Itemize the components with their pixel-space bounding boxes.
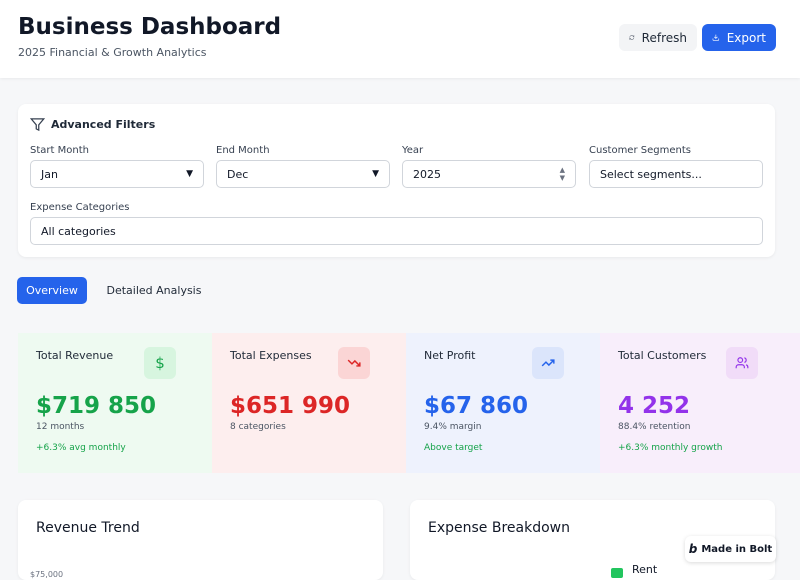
kpi-title: Total Revenue <box>36 349 114 362</box>
field-label: Expense Categories <box>30 202 130 213</box>
legend-swatch <box>611 568 623 578</box>
refresh-button[interactable]: Refresh <box>619 24 697 51</box>
export-label: Export <box>726 30 766 45</box>
select[interactable]: Dec ▼ <box>216 160 390 188</box>
select-value: Dec <box>227 167 249 181</box>
multi-select[interactable]: Select segments... <box>589 160 763 188</box>
export-icon <box>712 34 720 41</box>
kpi-card: Total Customers 4 252 88.4% retention +6… <box>600 333 800 473</box>
number-input[interactable]: 2025 ▲ ▼ <box>402 160 576 188</box>
filter-icon <box>30 118 45 132</box>
refresh-icon <box>629 35 635 40</box>
kpi-detail: 12 months <box>36 422 85 432</box>
kpi-value: $67 860 <box>424 393 529 419</box>
field-label: Year <box>402 145 424 156</box>
kpi-icon <box>726 347 758 379</box>
select-value: Jan <box>41 167 58 181</box>
kpi-value: $651 990 <box>230 393 351 419</box>
kpi-title: Total Customers <box>618 349 707 362</box>
field-label: End Month <box>216 145 270 156</box>
select[interactable]: Jan ▼ <box>30 160 204 188</box>
trend-up-icon <box>541 359 555 367</box>
filter-title: Advanced Filters <box>51 118 156 131</box>
kpi-card: Total Revenue $ $719 850 12 months +6.3%… <box>18 333 212 473</box>
kpi-icon: $ <box>144 347 176 379</box>
select-value: Select segments... <box>600 167 702 181</box>
kpi-value: $719 850 <box>36 393 157 419</box>
kpi-detail: 9.4% margin <box>424 422 482 432</box>
panel-title: Expense Breakdown <box>428 520 570 536</box>
legend-label: Rent <box>632 563 658 576</box>
export-button[interactable]: Export <box>702 24 776 51</box>
trend-down-icon <box>347 359 361 367</box>
kpi-card: Net Profit $67 860 9.4% margin Above tar… <box>406 333 600 473</box>
kpi-icon <box>338 347 370 379</box>
panel: Revenue Trend $75,000 <box>18 500 383 580</box>
tab-active[interactable]: Overview <box>17 277 87 304</box>
badge-label: Made in Bolt <box>701 543 773 555</box>
multi-select[interactable]: All categories <box>30 217 763 245</box>
input-value: 2025 <box>413 167 441 181</box>
select-value: All categories <box>41 224 116 238</box>
kpi-card: Total Expenses $651 990 8 categories <box>212 333 406 473</box>
field-label: Customer Segments <box>589 145 691 156</box>
field-label: Start Month <box>30 145 89 156</box>
kpi-icon <box>532 347 564 379</box>
panel-title: Revenue Trend <box>36 520 140 536</box>
kpi-value: 4 252 <box>618 393 691 419</box>
kpi-detail: 88.4% retention <box>618 422 691 432</box>
kpi-detail: 8 categories <box>230 422 286 432</box>
filter-card: Advanced Filters Start Month Jan ▼ End Mo… <box>18 104 775 257</box>
users-icon <box>735 357 749 369</box>
kpi-note: +6.3% monthly growth <box>618 443 723 453</box>
panel: Expense Breakdown Rent <box>410 500 775 580</box>
kpi-note: Above target <box>424 443 483 453</box>
kpi-title: Total Expenses <box>230 349 312 362</box>
subtitle: 2025 Financial & Growth Analytics <box>18 46 207 59</box>
refresh-label: Refresh <box>641 30 687 45</box>
kpi-note: +6.3% avg monthly <box>36 443 126 453</box>
tab[interactable]: Detailed Analysis <box>106 284 202 297</box>
kpi-title: Net Profit <box>424 349 476 362</box>
badge[interactable]: b Made in Bolt <box>685 536 776 562</box>
header: Business Dashboard 2025 Financial & Grow… <box>0 0 800 78</box>
title: Business Dashboard <box>18 14 282 40</box>
